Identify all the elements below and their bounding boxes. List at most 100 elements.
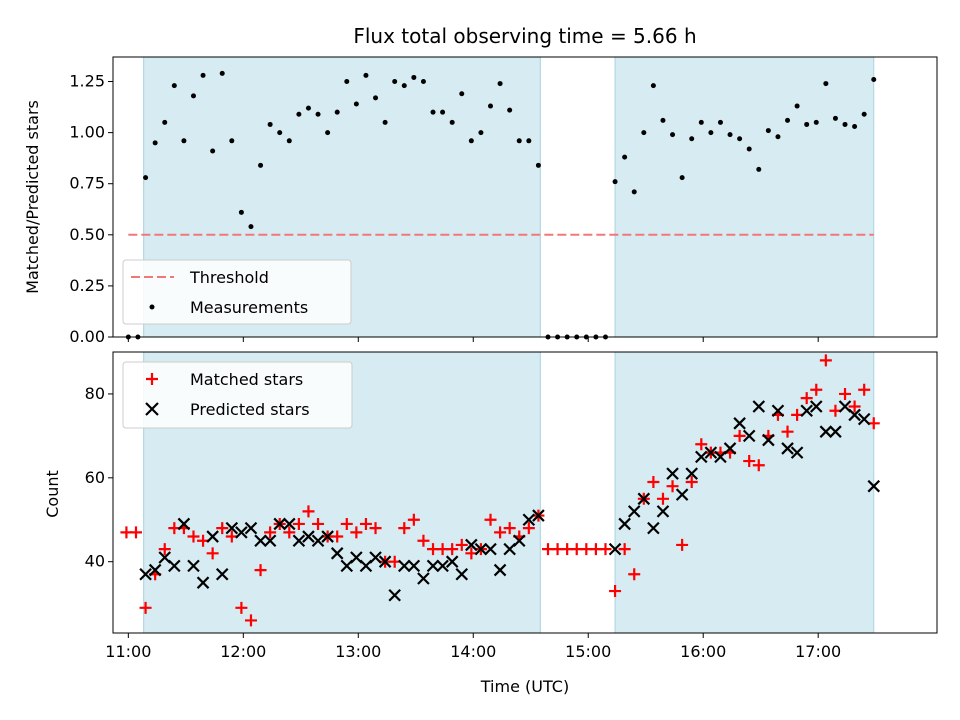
predicted-star-point <box>388 588 401 602</box>
matched-star-point <box>484 513 497 526</box>
matched-star-point <box>216 522 229 535</box>
count-legend: Matched stars Predicted stars <box>122 361 353 429</box>
matched-star-point <box>292 517 305 530</box>
predicted-star-point <box>656 505 670 518</box>
predicted-star-point <box>302 530 315 543</box>
measurement-point <box>842 121 848 127</box>
panel1-ylabel: Count <box>43 470 62 518</box>
measurement-point <box>325 130 331 136</box>
predicted-star-point <box>857 412 871 426</box>
predicted-star-point <box>168 559 181 573</box>
matched-star-point <box>187 530 200 543</box>
matched-star-point <box>618 543 631 556</box>
measurement-point <box>363 72 369 78</box>
measurement-point <box>852 123 858 129</box>
y-tick-label: 0.00 <box>69 327 105 346</box>
matched-star-point <box>628 568 641 581</box>
matched-star-point <box>331 530 344 543</box>
predicted-star-point <box>733 417 746 430</box>
measurement-point <box>392 79 398 85</box>
matched-star-point <box>158 543 171 556</box>
predicted-star-point <box>762 433 775 447</box>
matched-star-point <box>599 543 612 556</box>
predicted-star-point <box>139 568 152 581</box>
matched-star-point <box>129 526 142 539</box>
predicted-star-point <box>196 576 210 589</box>
axes-frame <box>112 351 938 634</box>
matched-star-point <box>858 383 871 396</box>
matched-star-point <box>676 538 689 551</box>
measurement-point <box>152 140 158 146</box>
predicted-star-point <box>618 517 631 531</box>
predicted-star-point <box>493 563 507 577</box>
measurement-point <box>344 79 350 85</box>
measurement-point <box>286 138 292 144</box>
measurement-point <box>832 115 838 121</box>
predicted-star-point <box>484 542 497 556</box>
legend-predicted-marker <box>145 402 159 416</box>
measurement-point <box>804 121 810 127</box>
matched-star-point <box>264 526 277 539</box>
matched-star-point <box>848 400 861 413</box>
predicted-star-point <box>704 446 718 459</box>
matched-star-point <box>455 538 468 551</box>
axes-frame <box>112 56 938 338</box>
matched-star-point <box>398 522 411 535</box>
x-tick-label: 15:00 <box>565 642 611 661</box>
predicted-star-point <box>378 555 392 568</box>
measurement-point <box>200 72 206 78</box>
measurement-point <box>248 224 254 230</box>
matched-star-point <box>244 614 257 627</box>
matched-star-point <box>685 476 698 489</box>
matched-star-point <box>446 543 459 556</box>
matched-star-point <box>839 387 852 400</box>
predicted-star-point <box>675 488 689 501</box>
matched-star-point <box>819 354 832 367</box>
legend-predicted-label: Predicted stars <box>190 400 310 419</box>
measurement-point <box>497 81 503 87</box>
y-tick-label: 0.25 <box>69 276 105 295</box>
measurement-point <box>382 119 388 125</box>
predicted-star-point <box>867 479 881 493</box>
measurement-point <box>670 132 676 138</box>
y-tick-label: 40 <box>85 552 105 571</box>
legend-threshold-label: Threshold <box>189 268 269 287</box>
measurement-point <box>420 79 426 85</box>
predicted-star-point <box>627 505 641 518</box>
predicted-star-point <box>742 429 756 443</box>
matched-star-point <box>407 513 420 526</box>
predicted-star-point <box>235 526 248 539</box>
measurement-point <box>765 128 771 134</box>
predicted-star-point <box>608 542 622 556</box>
x-tick-label: 11:00 <box>105 642 151 661</box>
measurement-point <box>411 74 417 80</box>
measurement-point <box>181 138 187 144</box>
measurement-point <box>373 95 379 101</box>
measurement-point <box>440 109 446 115</box>
y-tick-label: 1.25 <box>69 72 105 91</box>
predicted-star-point <box>848 408 861 422</box>
matched-star-point <box>647 476 660 489</box>
measurement-point <box>612 179 618 185</box>
matched-star-point <box>340 517 353 530</box>
matched-star-point <box>206 547 219 560</box>
predicted-star-point <box>522 513 536 527</box>
matched-star-point <box>752 459 765 472</box>
y-tick-label: 80 <box>85 384 105 403</box>
predicted-star-point <box>330 547 344 560</box>
y-tick-label: 60 <box>85 468 105 487</box>
measurement-point <box>756 166 762 172</box>
measurement-point <box>507 107 513 113</box>
predicted-star-point <box>465 538 478 552</box>
measurement-point <box>315 111 321 117</box>
x-axis-label: Time (UTC) <box>480 677 569 696</box>
count-panel: 40 60 80 11:00 12:00 13:00 14:00 15:00 16:00 17:0… <box>85 351 938 661</box>
predicted-star-point <box>206 530 219 543</box>
measurement-point <box>296 111 302 117</box>
legend-box <box>122 361 353 429</box>
matched-star-point <box>359 517 372 530</box>
x-tick-label: 17:00 <box>795 642 841 661</box>
matched-star-point <box>810 383 823 396</box>
predicted-star-point <box>695 450 708 464</box>
matched-star-point <box>235 601 248 614</box>
